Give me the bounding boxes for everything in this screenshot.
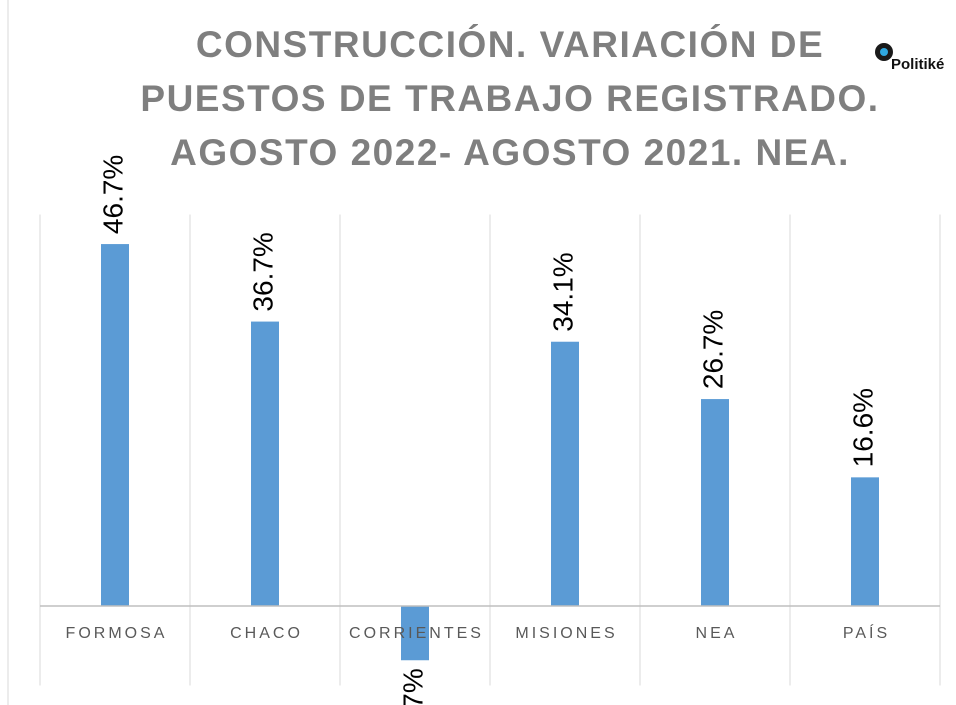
x-tick-label: CHACO xyxy=(230,625,303,642)
logo-icon xyxy=(880,48,888,56)
bar xyxy=(101,244,129,606)
chart-title: AGOSTO 2022- AGOSTO 2021. NEA. xyxy=(170,132,850,173)
data-label: 16.6% xyxy=(847,388,878,467)
data-label: 46.7% xyxy=(97,155,128,234)
chart-title: CONSTRUCCIÓN. VARIACIÓN DE xyxy=(196,23,824,65)
bar xyxy=(401,606,429,661)
data-label: 36.7% xyxy=(247,232,278,311)
data-label: -7% xyxy=(397,668,428,705)
data-label: 26.7% xyxy=(697,310,728,389)
logo-text: Politiké xyxy=(891,56,944,73)
data-label: 34.1% xyxy=(547,252,578,331)
logo: Politiké xyxy=(875,43,944,73)
x-tick-label: PAÍS xyxy=(843,623,890,642)
bar xyxy=(551,341,579,606)
x-tick-label: FORMOSA xyxy=(66,625,168,642)
chart-title: PUESTOS DE TRABAJO REGISTRADO. xyxy=(140,78,879,119)
x-tick-label: CORRIENTES xyxy=(349,625,484,642)
bar xyxy=(251,321,279,606)
bar xyxy=(851,477,879,606)
bar xyxy=(701,399,729,606)
x-tick-label: MISIONES xyxy=(515,625,617,642)
x-tick-label: NEA xyxy=(696,625,738,642)
